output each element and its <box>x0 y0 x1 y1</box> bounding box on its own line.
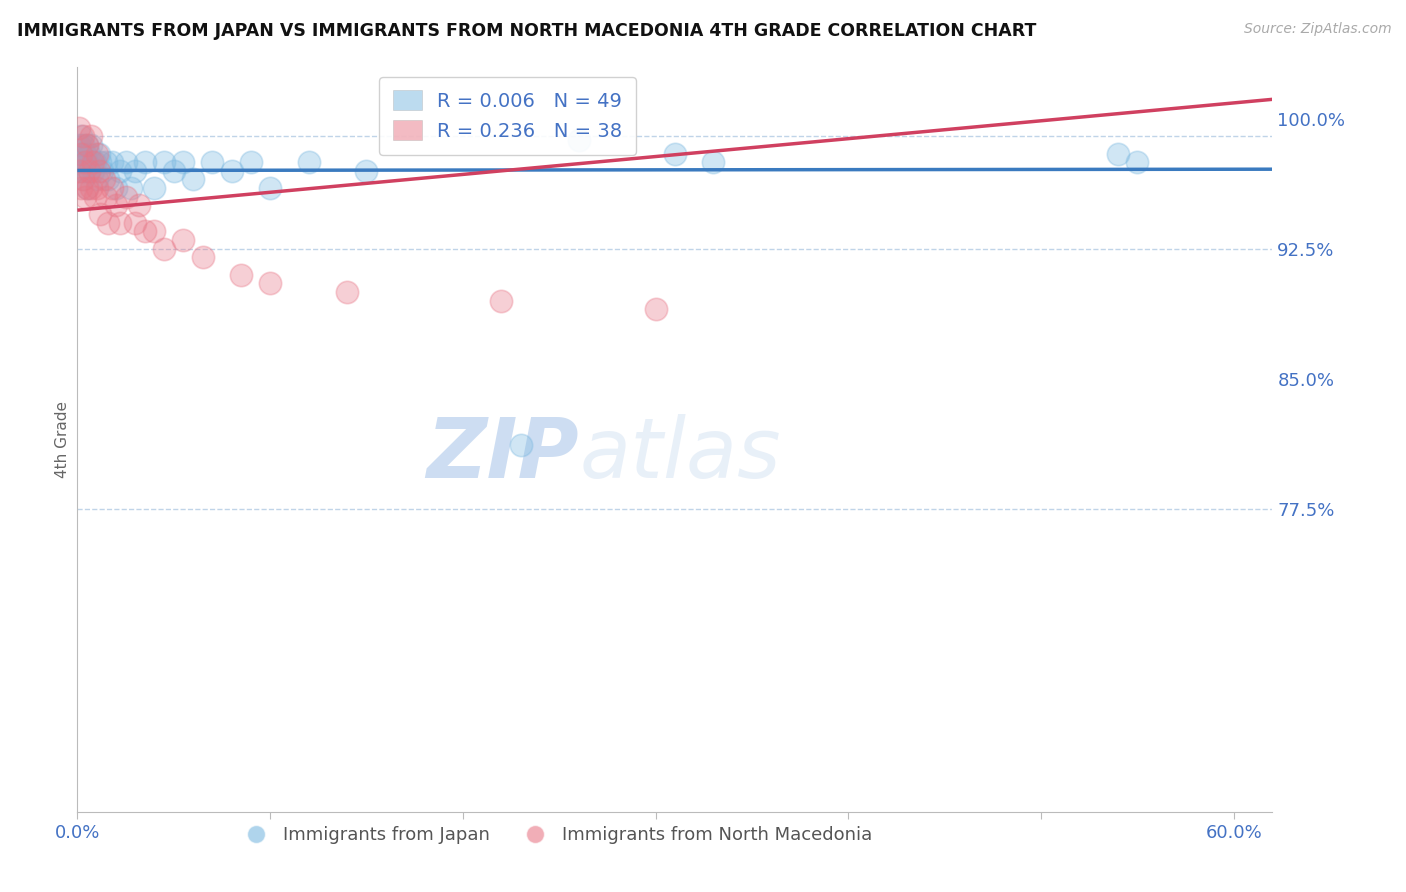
Point <box>86 172 108 186</box>
Point <box>172 233 194 247</box>
Point <box>72 172 94 186</box>
Point <box>70 146 93 161</box>
Point <box>72 137 94 152</box>
Text: atlas: atlas <box>579 414 780 495</box>
Point <box>101 181 124 195</box>
Point <box>664 146 686 161</box>
Point <box>70 146 93 161</box>
Point <box>73 190 96 204</box>
Point <box>181 172 204 186</box>
Point <box>104 181 127 195</box>
Point <box>114 190 136 204</box>
Point <box>1107 146 1129 161</box>
Point <box>509 437 531 451</box>
Point <box>172 155 194 169</box>
Point <box>77 146 100 161</box>
Point <box>153 155 176 169</box>
Text: IMMIGRANTS FROM JAPAN VS IMMIGRANTS FROM NORTH MACEDONIA 4TH GRADE CORRELATION C: IMMIGRANTS FROM JAPAN VS IMMIGRANTS FROM… <box>17 22 1036 40</box>
Point <box>567 133 589 147</box>
Point <box>120 181 142 195</box>
Point <box>336 285 359 299</box>
Point <box>86 181 108 195</box>
Point <box>73 155 96 169</box>
Point <box>83 155 105 169</box>
Point <box>87 146 110 161</box>
Point <box>67 155 90 169</box>
Point <box>80 155 103 169</box>
Point <box>97 216 120 230</box>
Point <box>80 129 103 144</box>
Point <box>201 155 224 169</box>
Point <box>134 155 156 169</box>
Point <box>73 164 96 178</box>
Point <box>124 216 146 230</box>
Point <box>108 216 131 230</box>
Point <box>80 181 103 195</box>
Point <box>101 155 124 169</box>
Point <box>231 268 253 282</box>
Point <box>298 155 321 169</box>
Point <box>82 155 104 169</box>
Point <box>67 164 90 178</box>
Point <box>82 164 104 178</box>
Point <box>87 164 110 178</box>
Point <box>491 293 513 308</box>
Point <box>259 181 281 195</box>
Point <box>86 146 108 161</box>
Point <box>644 302 666 317</box>
Point <box>356 164 378 178</box>
Point <box>143 224 166 238</box>
Point <box>76 181 98 195</box>
Point <box>97 172 120 186</box>
Legend: Immigrants from Japan, Immigrants from North Macedonia: Immigrants from Japan, Immigrants from N… <box>231 819 880 851</box>
Point <box>72 155 94 169</box>
Point <box>1126 155 1149 169</box>
Point <box>93 172 115 186</box>
Y-axis label: 4th Grade: 4th Grade <box>55 401 70 478</box>
Point <box>108 164 131 178</box>
Point <box>221 164 243 178</box>
Point <box>702 155 724 169</box>
Point <box>124 164 146 178</box>
Text: Source: ZipAtlas.com: Source: ZipAtlas.com <box>1244 22 1392 37</box>
Point <box>89 155 111 169</box>
Point <box>77 164 100 178</box>
Point <box>191 251 214 265</box>
Point <box>89 207 111 221</box>
Point <box>76 181 98 195</box>
Point <box>76 137 98 152</box>
Point <box>70 164 93 178</box>
Point <box>96 155 118 169</box>
Point <box>96 190 118 204</box>
Point <box>104 198 127 212</box>
Text: ZIP: ZIP <box>426 414 579 495</box>
Point <box>73 146 96 161</box>
Point <box>114 155 136 169</box>
Point <box>77 164 100 178</box>
Point <box>67 137 90 152</box>
Point <box>80 137 103 152</box>
Point <box>143 181 166 195</box>
Point <box>259 277 281 291</box>
Point <box>76 137 98 152</box>
Point <box>70 129 93 144</box>
Point <box>134 224 156 238</box>
Point <box>163 164 186 178</box>
Point <box>128 198 150 212</box>
Point <box>72 129 94 144</box>
Point <box>76 155 98 169</box>
Point <box>91 164 114 178</box>
Point <box>67 120 90 135</box>
Point <box>72 172 94 186</box>
Point <box>239 155 262 169</box>
Point <box>153 242 176 256</box>
Point <box>70 181 93 195</box>
Point <box>83 190 105 204</box>
